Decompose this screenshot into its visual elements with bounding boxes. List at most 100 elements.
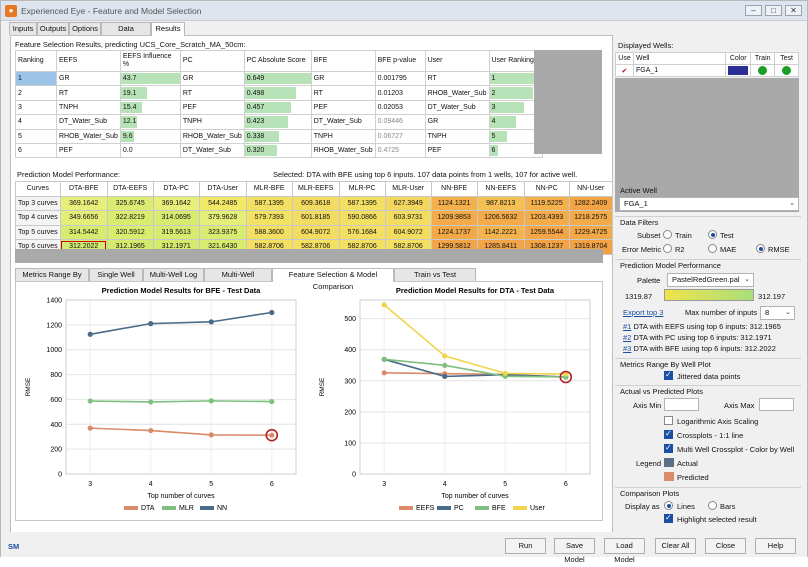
predicted-swatch[interactable] (664, 472, 674, 481)
bfe-cell[interactable]: TNPH (310, 128, 376, 144)
influence-cell[interactable]: 19.1 (119, 85, 181, 101)
eefs-cell[interactable]: RT (56, 85, 121, 101)
perf-cell[interactable]: 1224.1737 (430, 224, 478, 240)
help-button[interactable]: Help (755, 538, 796, 554)
pc-score-cell[interactable]: 0.320 (243, 142, 312, 159)
pvalue-cell[interactable]: 0.06727 (374, 128, 426, 144)
tab-single-well[interactable]: Single Well Plots (89, 268, 143, 291)
perf-cell[interactable]: 576.1684 (338, 224, 386, 240)
perf-cell[interactable]: 544.2485 (198, 195, 247, 211)
pc-score-cell[interactable]: 0.338 (243, 128, 312, 144)
perf-cell[interactable]: 590.0866 (338, 210, 386, 226)
perf-cell[interactable]: 379.9628 (198, 210, 247, 226)
influence-cell[interactable]: 9.6 (119, 128, 181, 144)
axis-max-input[interactable] (759, 398, 794, 411)
subset-test-radio[interactable] (708, 230, 717, 239)
eefs-cell[interactable]: TNPH (56, 99, 121, 116)
close-window-button[interactable]: ✕ (785, 5, 802, 16)
export-top-link[interactable]: Export top 3 (623, 308, 664, 317)
perf-cell[interactable]: 320.5912 (106, 224, 154, 240)
close-button[interactable]: Close (705, 538, 746, 554)
perf-cell[interactable]: 987.8213 (476, 195, 525, 211)
tab-metrics-range[interactable]: Metrics Range By Well (15, 268, 89, 291)
top-result-1-link[interactable]: #1 (623, 322, 632, 331)
highlight-checkbox[interactable] (664, 513, 673, 523)
bfe-cell[interactable]: PEF (310, 99, 376, 116)
perf-cell[interactable]: 1218.2575 (568, 210, 613, 226)
active-well-select[interactable]: FGA_1 ⌄ (619, 197, 799, 211)
perf-cell[interactable]: 601.8185 (291, 210, 340, 226)
well-test-indicator[interactable] (774, 64, 799, 77)
perf-cell[interactable]: 314.0695 (152, 210, 200, 226)
perf-cell[interactable]: 369.1642 (59, 195, 108, 211)
well-train-indicator[interactable] (750, 64, 776, 77)
perf-cell[interactable]: 314.5442 (59, 224, 108, 240)
top-result-2[interactable]: #2 DTA with PC using top 6 inputs: 312.1… (623, 333, 772, 342)
eefs-cell[interactable]: GR (56, 70, 121, 87)
perf-cell[interactable]: 1209.9853 (430, 210, 478, 226)
metric-mae-radio[interactable] (708, 244, 717, 253)
bfe-cell[interactable]: RT (310, 85, 376, 101)
rank-cell[interactable]: 5 (15, 128, 57, 144)
pvalue-cell[interactable]: 0.01203 (374, 85, 426, 101)
pc-score-cell[interactable]: 0.423 (243, 114, 312, 130)
metric-rmse-radio[interactable] (756, 244, 765, 253)
rank-cell[interactable]: 4 (15, 114, 57, 130)
table-row[interactable]: 4 DT_Water_Sub 12.1 TNPH 0.423 DT_Water_… (15, 114, 543, 130)
table-row[interactable]: 6 PEF 0.0 DT_Water_Sub 0.320 RHOB_Water_… (15, 142, 543, 159)
user-cell[interactable]: RHOB_Water_Sub (424, 85, 490, 101)
palette-select[interactable]: PastelRedGreen.pal ⌄ (667, 273, 754, 287)
tab-multi-well-log[interactable]: Multi-Well Log Plot (143, 268, 204, 291)
maximize-button[interactable]: □ (765, 5, 782, 16)
tab-data-summary[interactable]: Data Summary (101, 22, 151, 45)
perf-cell[interactable]: 603.9731 (384, 210, 432, 226)
pvalue-cell[interactable]: 0.4725 (374, 142, 426, 159)
rank-cell[interactable]: 2 (15, 85, 57, 101)
table-row[interactable]: 2 RT 19.1 RT 0.498 RT 0.01203 RHOB_Water… (15, 85, 543, 101)
pvalue-cell[interactable]: 0.001795 (374, 70, 426, 87)
pvalue-cell[interactable]: 0.02053 (374, 99, 426, 116)
bfe-cell[interactable]: RHOB_Water_Sub (310, 142, 376, 159)
perf-cell[interactable]: 1206.5632 (476, 210, 525, 226)
influence-cell[interactable]: 12.1 (119, 114, 181, 130)
metric-r2-radio[interactable] (663, 244, 672, 253)
perf-cell[interactable]: 319.5613 (152, 224, 200, 240)
perf-cell[interactable]: 1259.5544 (523, 224, 570, 240)
rank-cell[interactable]: 1 (15, 70, 57, 87)
clear-all-button[interactable]: Clear All (655, 538, 696, 554)
pc-cell[interactable]: RT (179, 85, 245, 101)
rank-cell[interactable]: 3 (15, 99, 57, 116)
axis-min-input[interactable] (664, 398, 699, 411)
user-cell[interactable]: RT (424, 70, 490, 87)
perf-cell[interactable]: 1119.5225 (523, 195, 570, 211)
rank-cell[interactable]: 6 (15, 142, 57, 159)
eefs-cell[interactable]: PEF (56, 142, 121, 159)
influence-cell[interactable]: 15.4 (119, 99, 181, 116)
top-result-3-link[interactable]: #3 (623, 344, 632, 353)
well-use-checkbox[interactable]: ✔ (615, 64, 634, 77)
perf-cell[interactable]: 323.9375 (198, 224, 247, 240)
perf-cell[interactable]: 604.9072 (384, 224, 432, 240)
tab-inputs[interactable]: Inputs (9, 22, 37, 35)
perf-cell[interactable]: 1124.1321 (430, 195, 478, 211)
perf-cell[interactable]: 1142.2221 (476, 224, 525, 240)
perf-cell[interactable]: 604.9072 (291, 224, 340, 240)
perf-row-label[interactable]: Top 3 curves (15, 195, 61, 211)
actual-swatch[interactable] (664, 458, 674, 467)
pvalue-cell[interactable]: 0.09446 (374, 114, 426, 130)
pc-cell[interactable]: DT_Water_Sub (179, 142, 245, 159)
tab-multi-well-crossplot[interactable]: Multi-Well Crossplot (204, 268, 272, 291)
tab-options[interactable]: Options (69, 22, 101, 35)
eefs-cell[interactable]: RHOB_Water_Sub (56, 128, 121, 144)
user-rank-cell[interactable]: 6 (488, 142, 543, 159)
table-row[interactable]: 1 GR 43.7 GR 0.649 GR 0.001795 RT 1 (15, 70, 543, 87)
pc-cell[interactable]: PEF (179, 99, 245, 116)
eefs-cell[interactable]: DT_Water_Sub (56, 114, 121, 130)
pc-score-cell[interactable]: 0.649 (243, 70, 312, 87)
perf-row[interactable]: Top 3 curves 369.1642 325.6745 369.1642 544.… (15, 195, 613, 211)
run-button[interactable]: Run (505, 538, 546, 554)
tab-outputs[interactable]: Outputs (37, 22, 69, 35)
perf-cell[interactable]: 609.3618 (291, 195, 340, 211)
pc-cell[interactable]: GR (179, 70, 245, 87)
subset-train-radio[interactable] (663, 230, 672, 239)
